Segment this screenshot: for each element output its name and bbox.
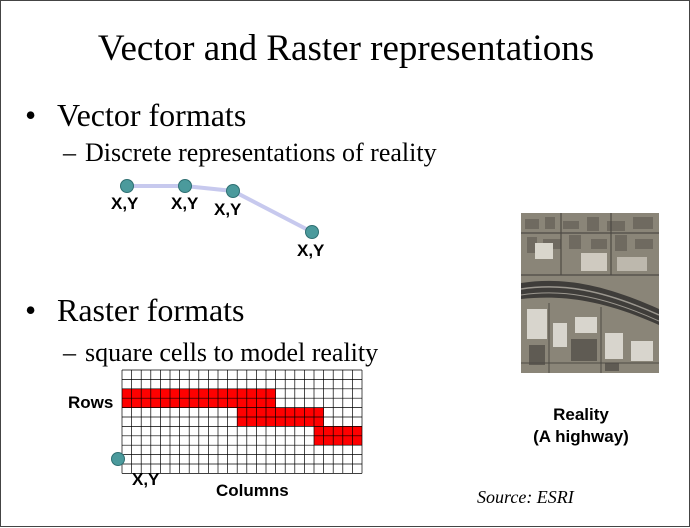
- slide-title: Vector and Raster representations: [97, 28, 595, 69]
- vector-point-label: X,Y: [297, 241, 325, 260]
- bullet-glyph: •: [25, 97, 37, 133]
- bullet-vector-formats: • Vector formats: [25, 97, 246, 134]
- reality-caption-line1: Reality: [553, 405, 609, 424]
- reality-aerial-image: [521, 213, 659, 373]
- dash-glyph: –: [63, 338, 76, 367]
- raster-origin-node: [111, 452, 125, 466]
- vector-line: [125, 184, 314, 234]
- bullet-raster-formats: • Raster formats: [25, 292, 245, 329]
- vector-point-label: X,Y: [111, 194, 139, 213]
- vector-point-label: X,Y: [214, 200, 242, 219]
- reality-caption: Reality (A highway): [521, 404, 641, 448]
- raster-filled-cell: [314, 426, 362, 436]
- columns-label: Columns: [216, 481, 289, 500]
- rows-label: Rows: [68, 393, 114, 412]
- sub-vector: – Discrete representations of reality: [63, 138, 437, 168]
- source-citation: Source: ESRI: [477, 487, 574, 507]
- vector-point-label: X,Y: [171, 194, 199, 213]
- bullet-raster-label: Raster formats: [57, 292, 245, 328]
- vector-node: [178, 179, 192, 193]
- sub-vector-label: Discrete representations of reality: [85, 138, 437, 167]
- raster-filled-cell: [237, 417, 324, 427]
- vector-node: [305, 225, 319, 239]
- vector-node: [226, 184, 240, 198]
- bullet-glyph: •: [25, 292, 37, 328]
- raster-origin-label: X,Y: [132, 470, 160, 489]
- raster-grid: [121, 369, 363, 474]
- sub-raster-label: square cells to model reality: [85, 338, 379, 367]
- dash-glyph: –: [63, 138, 76, 167]
- vector-node: [120, 179, 134, 193]
- raster-filled-cell: [237, 407, 324, 417]
- reality-caption-line2: (A highway): [533, 427, 629, 446]
- sub-raster: – square cells to model reality: [63, 338, 378, 368]
- bullet-vector-label: Vector formats: [57, 97, 247, 133]
- raster-filled-cell: [314, 435, 362, 446]
